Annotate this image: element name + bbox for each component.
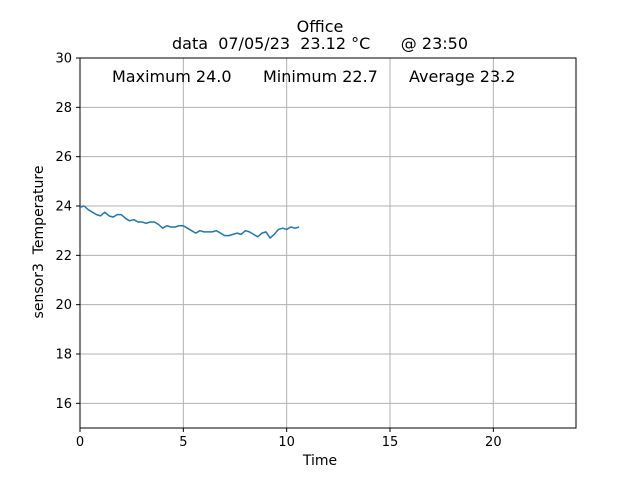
x-tick-label: 5 (179, 435, 187, 450)
x-tick-label: 10 (278, 435, 295, 450)
minimum-stat: Minimum 22.7 (263, 67, 378, 86)
y-tick-label: 26 (55, 150, 72, 165)
x-tick-label: 0 (76, 435, 84, 450)
grid (79, 57, 576, 428)
chart-title: Office (296, 17, 344, 36)
x-axis-label: Time (302, 453, 338, 469)
axis-ticks: 0 5 10 15 20 16 18 20 22 24 26 28 30 (55, 52, 501, 451)
maximum-stat: Maximum 24.0 (112, 67, 232, 86)
y-tick-label: 16 (55, 397, 72, 412)
chart-subtitle: data 07/05/23 23.12 °C @ 23:50 (171, 34, 468, 53)
y-tick-label: 28 (55, 101, 72, 116)
y-tick-label: 20 (55, 298, 72, 313)
y-tick-label: 24 (55, 200, 72, 215)
series-layer (79, 205, 300, 239)
x-tick-label: 15 (382, 435, 399, 450)
average-stat: Average 23.2 (409, 67, 516, 86)
y-tick-label: 22 (55, 249, 72, 264)
x-tick-label: 20 (485, 435, 502, 450)
temperature-series-line (79, 205, 300, 239)
y-tick-label: 30 (55, 52, 72, 67)
y-axis-label: sensor3 Temperature (31, 165, 47, 319)
y-tick-label: 18 (55, 348, 72, 363)
plot-frame (79, 57, 577, 429)
